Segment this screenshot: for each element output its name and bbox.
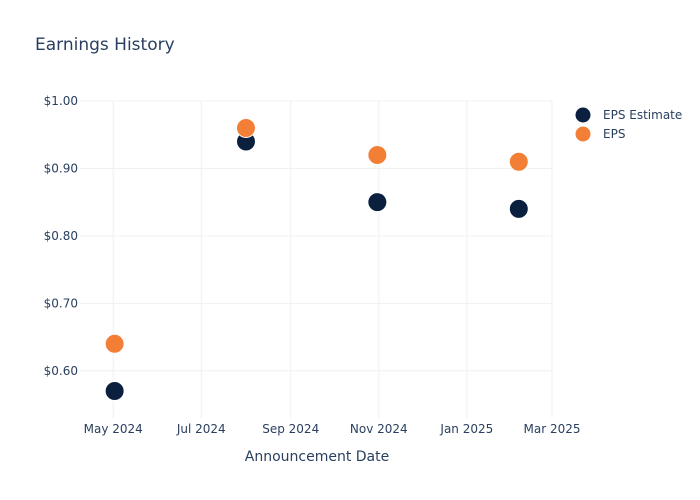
y-tick-label: $0.80: [44, 229, 78, 243]
series-eps: [104, 117, 529, 354]
y-axis-ticks: $0.60 $0.70 $0.80 $0.90 $1.00: [44, 94, 78, 378]
x-tick-label: Sep 2024: [262, 422, 319, 436]
legend-label: EPS: [603, 127, 625, 141]
y-tick-label: $0.90: [44, 161, 78, 175]
data-point[interactable]: [104, 333, 125, 354]
data-point[interactable]: [508, 151, 529, 172]
chart-title: Earnings History: [35, 35, 175, 55]
data-point[interactable]: [367, 192, 388, 213]
legend-item[interactable]: EPS Estimate: [574, 106, 682, 124]
x-axis-ticks: May 2024 Jul 2024 Sep 2024 Nov 2024 Jan 2025…: [84, 422, 581, 436]
data-point[interactable]: [367, 144, 388, 165]
x-tick-label: May 2024: [84, 422, 143, 436]
data-point[interactable]: [508, 198, 529, 219]
legend-label: EPS Estimate: [603, 108, 682, 122]
data-point[interactable]: [104, 381, 125, 402]
x-axis-title: Announcement Date: [245, 449, 389, 465]
legend-marker: [574, 125, 592, 143]
legend[interactable]: EPS Estimate EPS: [574, 106, 682, 143]
y-tick-label: $0.60: [44, 364, 78, 378]
legend-marker: [574, 106, 592, 124]
legend-item[interactable]: EPS: [574, 125, 625, 143]
x-tick-label: Mar 2025: [524, 422, 581, 436]
y-tick-label: $1.00: [44, 94, 78, 108]
y-tick-label: $0.70: [44, 296, 78, 310]
grid: [80, 100, 553, 418]
x-tick-label: Nov 2024: [350, 422, 408, 436]
x-tick-label: Jul 2024: [176, 422, 226, 436]
series-eps-estimate: [104, 131, 529, 402]
x-tick-label: Jan 2025: [439, 422, 493, 436]
data-points: [104, 117, 529, 402]
data-point[interactable]: [235, 117, 256, 138]
